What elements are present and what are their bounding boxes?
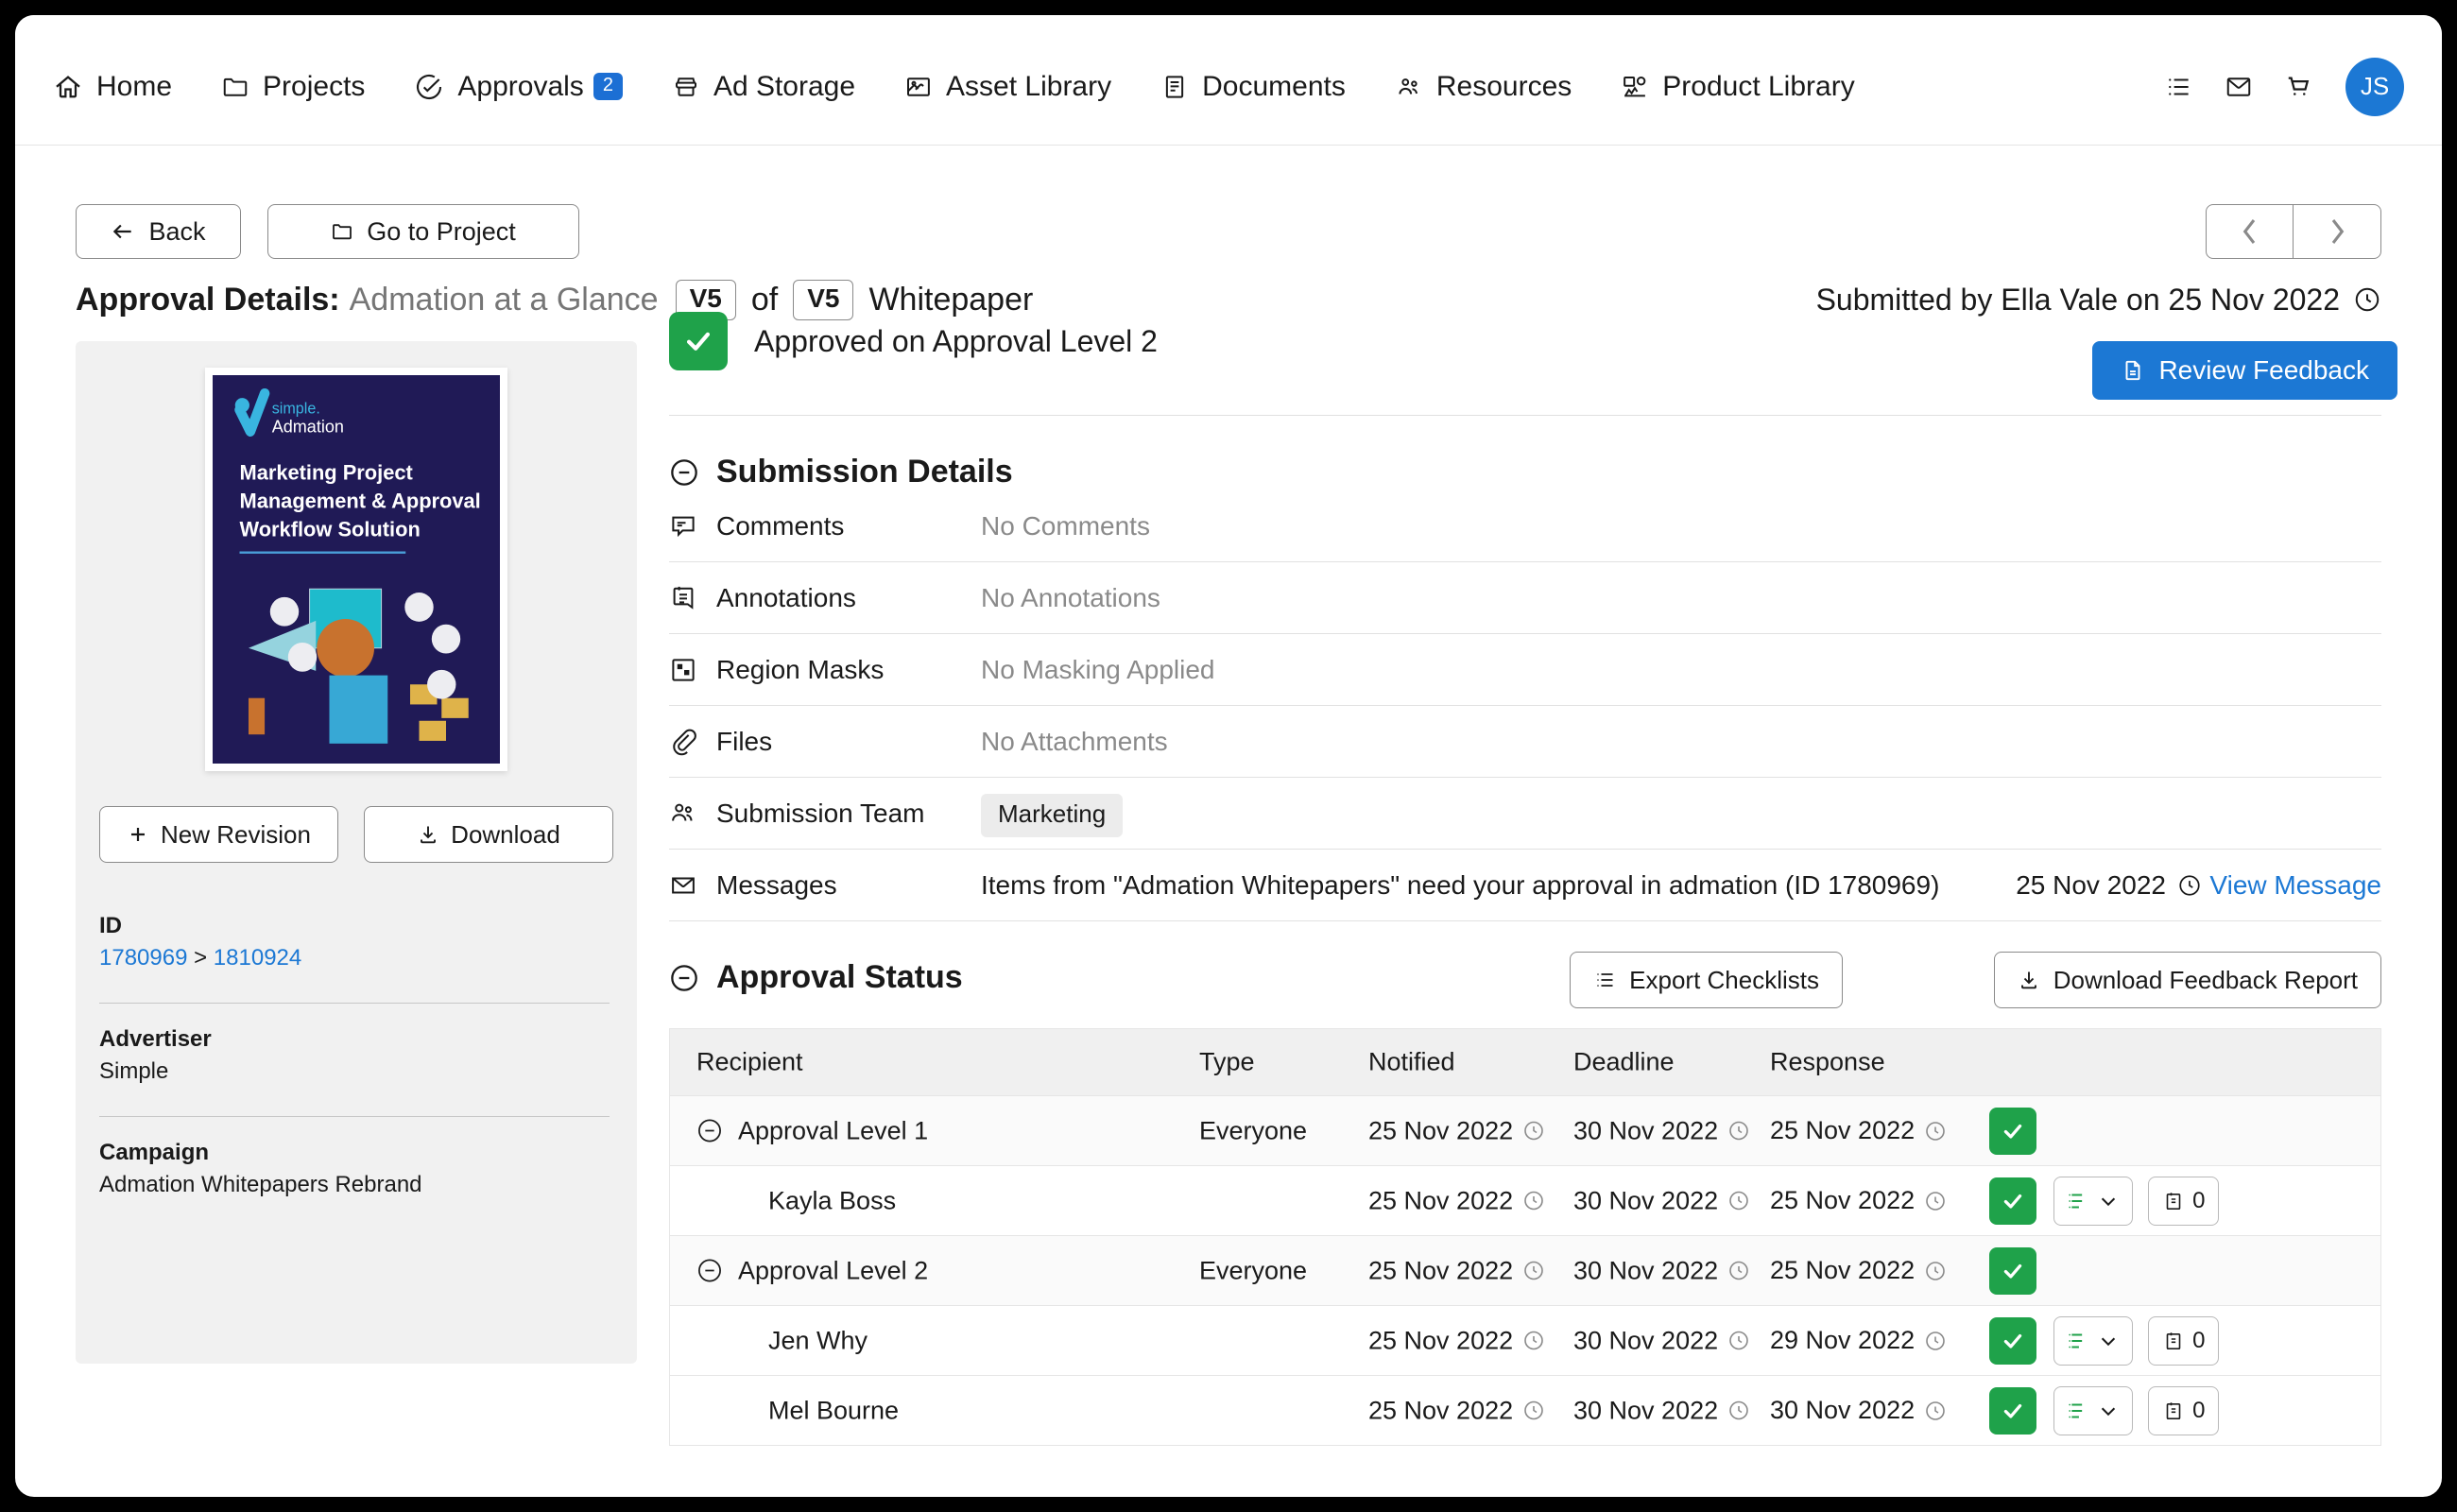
svg-text:Marketing Project: Marketing Project — [240, 461, 414, 485]
svg-text:Workflow Solution: Workflow Solution — [240, 517, 421, 541]
svg-text:simple.: simple. — [272, 400, 320, 417]
svg-text:Management & Approval: Management & Approval — [240, 489, 481, 512]
svg-text:Admation: Admation — [272, 418, 344, 437]
